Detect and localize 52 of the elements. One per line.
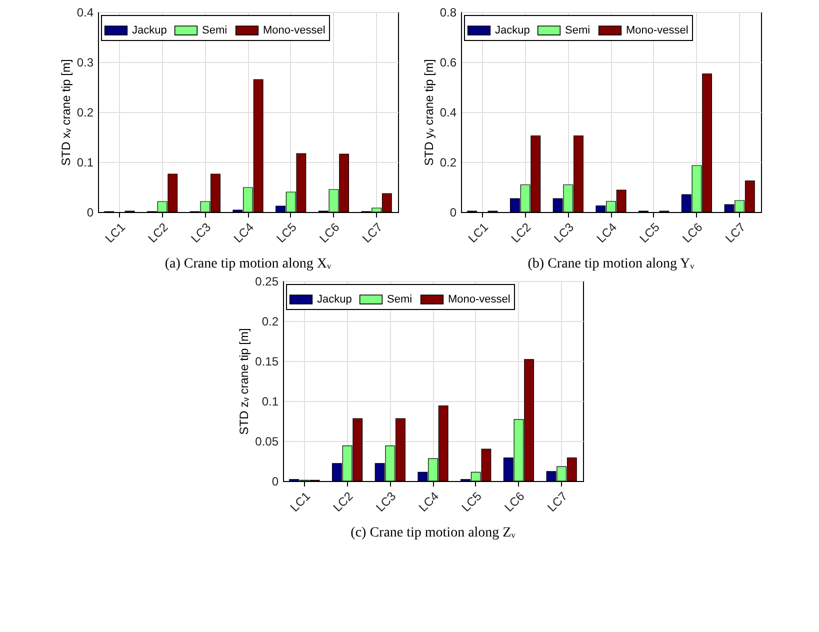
legend-label: Semi xyxy=(564,24,590,36)
y-tick-label: 0.05 xyxy=(254,434,278,448)
x-tick-label: LC6 xyxy=(679,220,705,246)
y-axis-title: STD zᵥ crane tip [m] xyxy=(236,328,251,435)
legend-label: Mono-vessel xyxy=(448,293,510,306)
x-tick-label: LC4 xyxy=(230,220,256,246)
x-tick-label: LC7 xyxy=(722,220,748,246)
legend-label: Mono-vessel xyxy=(626,24,688,36)
x-tick-label: LC4 xyxy=(416,488,442,515)
y-tick-label: 0.4 xyxy=(76,6,94,20)
text: (b) Crane tip motion along Yᵥ xyxy=(527,256,695,272)
text: (a) Crane tip motion along Xᵥ xyxy=(164,256,332,272)
x-tick-label: LC4 xyxy=(594,220,620,246)
y-tick-label: 0.2 xyxy=(439,156,456,170)
y-tick-label: 0.4 xyxy=(439,106,456,120)
x-tick-label: LC6 xyxy=(316,220,342,246)
x-tick-label: LC7 xyxy=(544,488,570,515)
y-tick-label: 0.3 xyxy=(76,56,94,70)
x-tick-label: LC5 xyxy=(273,220,300,246)
x-tick-label: LC1 xyxy=(464,220,491,246)
y-tick-label: 0.15 xyxy=(254,354,278,368)
y-axis-title: STD xᵥ crane tip [m] xyxy=(58,59,72,166)
y-tick-label: 0 xyxy=(271,474,278,488)
y-tick-label: 0.6 xyxy=(439,56,456,70)
x-tick-label: LC1 xyxy=(102,220,128,246)
legend-label: Semi xyxy=(202,24,227,36)
y-tick-label: 0.2 xyxy=(261,314,278,328)
x-tick-label: LC5 xyxy=(636,220,662,246)
x-tick-label: LC3 xyxy=(550,220,576,246)
y-tick-label: 0.8 xyxy=(439,6,456,20)
x-tick-label: LC2 xyxy=(144,220,170,246)
x-tick-label: LC2 xyxy=(508,220,534,246)
legend-label: Jackup xyxy=(132,24,166,36)
legend-label: Jackup xyxy=(494,24,530,36)
legend-label: Mono-vessel xyxy=(262,24,325,36)
x-tick-label: LC3 xyxy=(188,220,214,246)
x-tick-label: LC5 xyxy=(458,488,484,515)
x-tick-label: LC6 xyxy=(501,488,527,515)
x-tick-label: LC7 xyxy=(359,220,385,246)
y-tick-label: 0.1 xyxy=(76,156,94,170)
legend-label: Jackup xyxy=(316,293,352,306)
y-axis-title: STD yᵥ crane tip [m] xyxy=(421,59,436,166)
y-tick-label: 0 xyxy=(449,206,456,220)
y-tick-label: 0.1 xyxy=(261,394,278,408)
x-tick-label: LC1 xyxy=(286,488,313,515)
y-tick-label: 0 xyxy=(86,206,94,220)
y-tick-label: 0.2 xyxy=(76,106,94,120)
y-tick-label: 0.25 xyxy=(254,274,278,288)
legend-label: Semi xyxy=(386,293,412,306)
x-tick-label: LC3 xyxy=(372,488,398,515)
text: (c) Crane tip motion along Zᵥ xyxy=(350,525,516,540)
x-tick-label: LC2 xyxy=(330,488,356,515)
